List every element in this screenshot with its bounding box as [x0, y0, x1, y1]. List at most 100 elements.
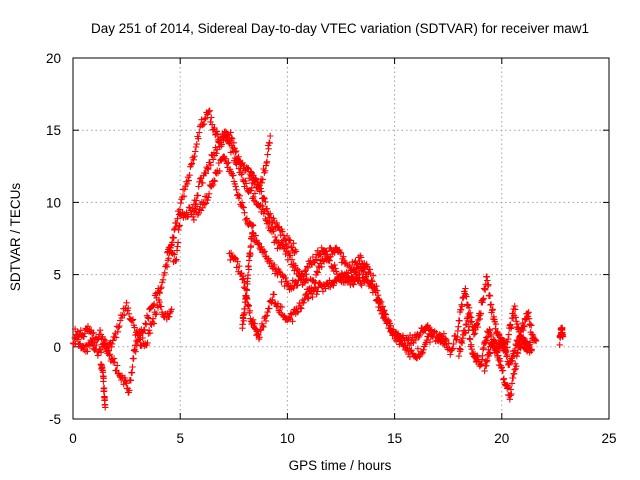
data-point	[256, 334, 263, 341]
data-point	[190, 216, 198, 224]
data-point	[414, 345, 422, 352]
data-point	[170, 234, 177, 241]
data-point	[513, 363, 520, 370]
data-point	[479, 296, 487, 303]
y-tick-label: 15	[46, 123, 61, 138]
data-point	[374, 292, 382, 299]
data-point	[290, 240, 297, 247]
data-point	[484, 357, 491, 364]
data-point	[492, 320, 500, 328]
data-point	[255, 240, 263, 247]
data-point	[350, 281, 357, 288]
data-point	[478, 360, 485, 367]
data-point	[361, 264, 368, 272]
data-point	[313, 256, 321, 263]
data-point	[376, 299, 383, 307]
data-point	[77, 327, 84, 334]
data-point	[228, 134, 235, 141]
data-point	[258, 179, 266, 186]
data-point	[266, 139, 273, 147]
data-point	[241, 305, 248, 312]
data-point	[250, 193, 257, 201]
data-point	[205, 190, 213, 197]
data-point	[204, 165, 211, 172]
data-point	[129, 316, 137, 323]
data-point	[297, 276, 304, 283]
data-point	[313, 268, 321, 275]
data-point	[481, 367, 488, 375]
data-point	[102, 337, 109, 344]
data-point	[514, 320, 521, 328]
data-point	[326, 257, 333, 264]
y-axis-label: SDTVAR / TECUs	[8, 183, 23, 292]
data-point	[294, 282, 301, 289]
data-point	[266, 305, 273, 312]
data-point	[284, 242, 292, 250]
data-point	[199, 179, 206, 187]
data-point	[186, 172, 193, 179]
y-tick-labels: -5 0 5 10 15 20	[46, 51, 61, 427]
data-point	[241, 279, 248, 286]
data-point	[485, 281, 492, 288]
data-point	[202, 170, 210, 177]
data-point	[250, 172, 257, 179]
data-point	[112, 334, 120, 341]
data-point	[262, 317, 270, 325]
data-point	[173, 256, 180, 263]
data-point	[105, 347, 113, 354]
data-point	[525, 315, 533, 322]
data-point	[480, 295, 487, 302]
data-point	[338, 278, 345, 286]
data-point	[445, 340, 452, 347]
data-point	[257, 185, 264, 192]
data-point	[278, 303, 286, 311]
data-point	[449, 345, 456, 352]
data-point	[248, 222, 255, 230]
data-point	[135, 330, 142, 338]
data-point	[260, 249, 267, 256]
data-point	[190, 156, 197, 163]
data-point	[176, 206, 184, 213]
data-point	[245, 302, 252, 309]
data-point	[271, 233, 279, 241]
data-point	[100, 375, 107, 382]
data-point	[487, 301, 495, 308]
data-point	[297, 304, 304, 311]
data-point	[327, 253, 334, 260]
y-tick-label: 5	[53, 268, 61, 283]
data-point	[484, 277, 491, 284]
data-point	[227, 129, 234, 136]
data-point	[242, 216, 250, 224]
data-point	[225, 159, 232, 166]
data-point	[188, 160, 196, 167]
data-point	[506, 396, 513, 403]
data-point	[508, 390, 515, 398]
axis-ticks	[72, 57, 610, 420]
data-point	[231, 254, 239, 262]
data-point	[527, 339, 534, 346]
data-point	[191, 153, 198, 160]
data-point	[168, 306, 175, 313]
data-point	[91, 339, 98, 347]
data-point	[101, 384, 108, 392]
data-point	[524, 310, 531, 317]
data-point	[156, 298, 163, 306]
data-point	[455, 352, 463, 360]
data-point	[213, 150, 220, 157]
data-point	[516, 343, 524, 350]
data-point	[230, 172, 237, 179]
data-point	[502, 349, 510, 356]
data-point	[372, 286, 379, 294]
data-point	[377, 304, 385, 311]
plot-frame	[72, 57, 610, 420]
data-point	[262, 198, 269, 206]
data-point	[263, 158, 271, 165]
data-point	[151, 300, 158, 308]
data-point	[243, 292, 250, 299]
data-point	[97, 349, 105, 356]
data-point	[132, 331, 139, 339]
data-point	[270, 215, 277, 222]
data-point	[457, 346, 464, 353]
data-point	[513, 318, 520, 325]
